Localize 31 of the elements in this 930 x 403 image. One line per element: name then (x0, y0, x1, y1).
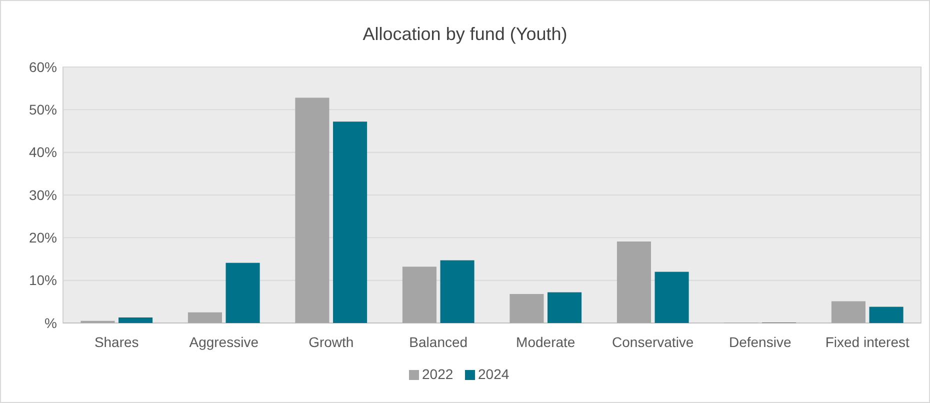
bar (226, 262, 260, 323)
y-tick-label: 30% (28, 186, 57, 203)
x-tick-label: Shares (94, 334, 139, 350)
y-tick-label: 40% (28, 144, 57, 160)
bar (402, 266, 436, 323)
bar (831, 301, 866, 323)
legend-label: 2024 (478, 366, 510, 382)
y-tick-label: 60% (28, 58, 57, 75)
y-tick-label: 50% (28, 102, 57, 118)
x-tick-label: Defensive (728, 334, 792, 350)
chart-title: Allocation by fund (Youth) (362, 24, 568, 44)
bar (616, 242, 651, 323)
y-tick-label: 10% (28, 272, 57, 288)
bar (118, 317, 153, 323)
x-tick-label: Conservative (612, 334, 694, 350)
y-tick-label: % (44, 314, 57, 331)
x-tick-label: Balanced (409, 334, 468, 350)
y-tick-label: 20% (28, 230, 57, 246)
bar (440, 260, 474, 323)
bar (548, 292, 582, 323)
x-tick-label: Fixed interest (825, 334, 910, 350)
x-tick-label: Moderate (516, 334, 576, 350)
bar (510, 294, 544, 323)
bar (188, 312, 222, 323)
legend-label: 2022 (422, 366, 454, 382)
bar (869, 306, 904, 323)
bar (654, 272, 689, 323)
x-tick-label: Growth (308, 334, 354, 350)
bar (295, 98, 330, 323)
bar (333, 122, 368, 323)
x-tick-label: Aggressive (189, 334, 259, 350)
